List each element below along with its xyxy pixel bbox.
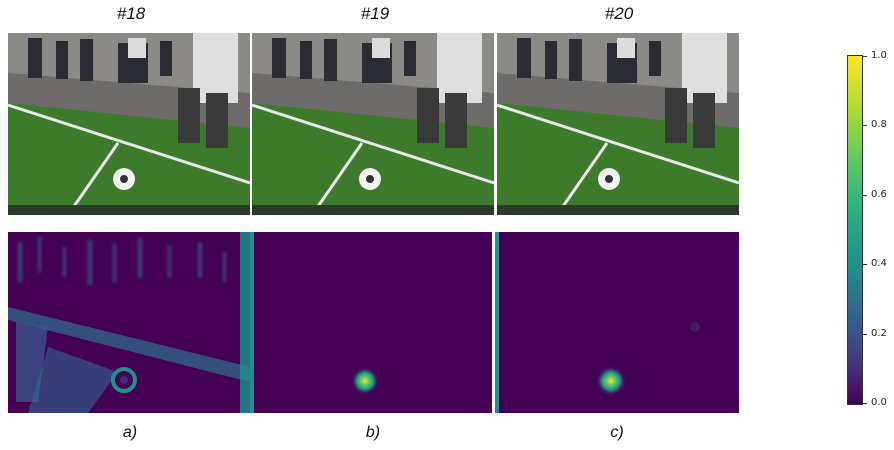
frame-title-20: #20 [604, 4, 634, 23]
colorbar-tick-label: 1.0 [871, 50, 887, 61]
colorbar-tick-label: 0.8 [871, 119, 887, 131]
panel-label-a: a) [122, 424, 138, 441]
frame-title-19: #19 [360, 4, 390, 23]
frame-title-18: #18 [116, 4, 146, 23]
camera-frame-19 [252, 33, 494, 215]
colorbar-tick [862, 264, 867, 266]
heatmap-a [8, 232, 250, 413]
colorbar-tick [862, 403, 867, 404]
camera-frame-18 [8, 33, 250, 215]
heatmap-c [495, 232, 739, 413]
heatmap-b [250, 232, 492, 413]
colorbar-tick [862, 333, 867, 335]
camera-frame-20 [497, 33, 739, 215]
colorbar-tick [862, 56, 867, 57]
colorbar-tick [862, 125, 867, 127]
colorbar-tick-label: 0.2 [871, 327, 887, 339]
colorbar [847, 55, 863, 405]
colorbar-tick-label: 0.6 [871, 188, 887, 200]
colorbar-tick-label: 0.0 [871, 397, 887, 408]
panel-label-c: c) [610, 424, 624, 441]
colorbar-tick-label: 0.4 [871, 258, 887, 270]
colorbar-tick [862, 194, 867, 196]
panel-label-b: b) [365, 424, 381, 441]
